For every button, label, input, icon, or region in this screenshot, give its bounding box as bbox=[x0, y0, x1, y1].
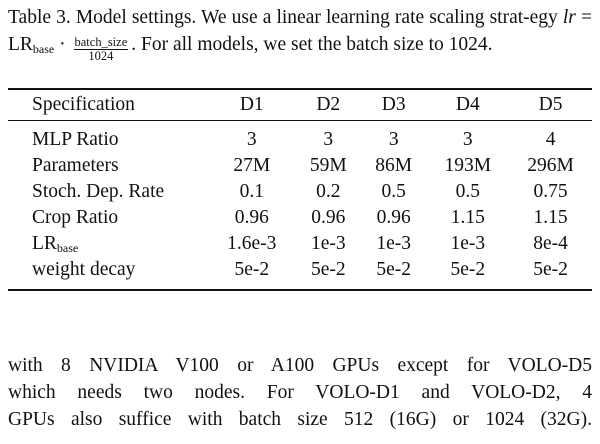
table-cell: 0.2 bbox=[316, 181, 341, 202]
caption-dot: · bbox=[59, 34, 66, 55]
table-cell: 4 bbox=[545, 129, 556, 150]
table-row: weight decay 5e-2 5e-2 5e-2 5e-2 5e-2 bbox=[8, 257, 592, 290]
body-line: with 8 NVIDIA V100 or A100 GPUs except f… bbox=[8, 355, 592, 376]
table-cell: 0.1 bbox=[239, 181, 264, 202]
caption-prefix: Table 3. Model settings. We use a linear… bbox=[8, 7, 558, 28]
caption-lr-variable: lr bbox=[562, 7, 576, 28]
table-cell: 3 bbox=[323, 129, 334, 150]
caption-fraction: batch_size 1024 bbox=[73, 35, 129, 63]
table-row: MLP Ratio 3 3 3 3 4 bbox=[8, 121, 592, 154]
row-label: Crop Ratio bbox=[32, 207, 119, 228]
table-cell: 86M bbox=[375, 155, 413, 176]
header-d1: D1 bbox=[239, 94, 264, 115]
table-cell: 5e-2 bbox=[533, 259, 568, 280]
table-cell: 5e-2 bbox=[450, 259, 486, 280]
table-cell: 1.15 bbox=[533, 207, 568, 228]
fraction-denominator: 1024 bbox=[88, 49, 114, 63]
header-specification: Specification bbox=[32, 94, 135, 115]
caption-suffix: . For all models, we set the batch size … bbox=[131, 34, 493, 55]
caption-equals: = bbox=[581, 7, 592, 28]
table-cell: 296M bbox=[527, 155, 574, 176]
row-label: MLP Ratio bbox=[32, 129, 119, 150]
table-cell: 0.96 bbox=[311, 207, 346, 228]
table-caption: Table 3. Model settings. We use a linear… bbox=[8, 4, 592, 63]
table-cell: 0.96 bbox=[376, 207, 411, 228]
body-paragraph: with 8 NVIDIA V100 or A100 GPUs except f… bbox=[8, 352, 592, 433]
header-d3: D3 bbox=[381, 94, 406, 115]
table-cell: 0.96 bbox=[234, 207, 269, 228]
table-cell: 3 bbox=[462, 129, 473, 150]
fraction-numerator: batch_size bbox=[73, 35, 129, 50]
table-row: Parameters 27M 59M 86M 193M 296M bbox=[8, 153, 592, 179]
table-cell: 27M bbox=[233, 155, 271, 176]
header-d4: D4 bbox=[455, 94, 480, 115]
table-cell: 1.15 bbox=[450, 207, 485, 228]
table-cell: 5e-2 bbox=[234, 259, 270, 280]
table-cell: 59M bbox=[309, 155, 347, 176]
table-cell: 0.5 bbox=[381, 181, 406, 202]
row-label: weight decay bbox=[32, 259, 136, 280]
table-cell: 0.5 bbox=[455, 181, 480, 202]
table-cell: 1.6e-3 bbox=[227, 233, 277, 254]
table-cell: 1e-3 bbox=[310, 233, 346, 254]
model-settings-table: Specification D1 D2 D3 D4 D5 MLP Ratio 3… bbox=[8, 88, 592, 291]
table-cell: 8e-4 bbox=[533, 233, 568, 254]
table-header-row: Specification D1 D2 D3 D4 D5 bbox=[8, 89, 592, 121]
body-line: which needs two nodes. For VOLO-D1 and V… bbox=[8, 382, 592, 403]
header-d5: D5 bbox=[538, 94, 563, 115]
row-label: Stoch. Dep. Rate bbox=[32, 181, 165, 202]
table-cell: 0.75 bbox=[533, 181, 568, 202]
table-cell: 5e-2 bbox=[310, 259, 346, 280]
caption-lr-base: LRbase bbox=[8, 34, 55, 56]
table-cell: 1e-3 bbox=[376, 233, 412, 254]
row-label: LRbase bbox=[32, 233, 79, 255]
table-cell: 5e-2 bbox=[376, 259, 412, 280]
table-cell: 3 bbox=[246, 129, 257, 150]
row-label: Parameters bbox=[32, 155, 119, 176]
table-cell: 1e-3 bbox=[450, 233, 486, 254]
table-row: LRbase 1.6e-3 1e-3 1e-3 1e-3 8e-4 bbox=[8, 231, 592, 257]
table-cell: 193M bbox=[444, 155, 492, 176]
table-row: Stoch. Dep. Rate 0.1 0.2 0.5 0.5 0.75 bbox=[8, 179, 592, 205]
table-row: Crop Ratio 0.96 0.96 0.96 1.15 1.15 bbox=[8, 205, 592, 231]
body-line: GPUs also suffice with batch size 512 (1… bbox=[8, 409, 592, 430]
header-d2: D2 bbox=[316, 94, 341, 115]
table-cell: 3 bbox=[388, 129, 399, 150]
